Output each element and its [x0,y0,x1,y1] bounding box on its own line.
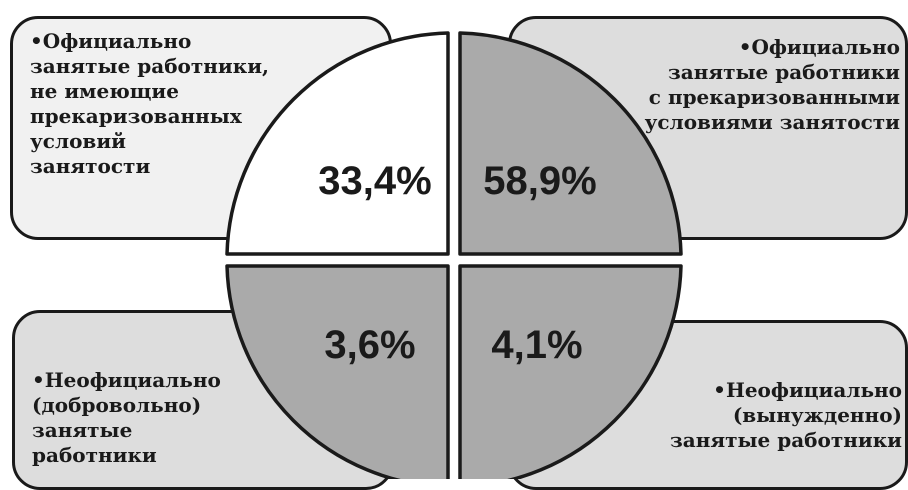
label-line: прекаризованных [30,104,242,128]
label-informal-forced: •Неофициально (вынужденно) занятые работ… [670,378,902,453]
label-informal-voluntary: •Неофициально (добровольно) занятые рабо… [32,368,221,468]
quadrant-bottom-right [458,264,683,479]
label-line: занятые работники [667,60,900,84]
label-line: занятые работники [669,428,902,452]
label-line: работники [32,443,157,467]
percent-label-bottom-right: 4,1% [491,323,582,367]
label-line: условий [30,129,126,153]
quadrant-top-right [458,31,683,256]
percent-label-bottom-left: 3,6% [324,323,415,367]
percent-label-top-left: 33,4% [318,159,431,203]
label-line: занятые работники, [30,54,269,78]
label-line: •Официально [738,35,900,59]
label-line: (вынужденно) [732,403,902,427]
label-line: •Официально [30,29,192,53]
percent-label-top-right: 58,9% [483,159,596,203]
quartered-circle-diagram: 33,4% 58,9% 3,6% 4,1% [225,31,683,479]
quadrant-bottom-left [225,264,450,479]
label-line: •Неофициально [713,378,902,402]
label-line: занятости [30,154,151,178]
label-officially-employed-non-precarious: •Официально занятые работники, не имеющи… [30,29,269,179]
label-line: не имеющие [30,79,179,103]
label-line: с прекаризованными [648,85,900,109]
label-line: условиями занятости [644,110,900,134]
label-line: •Неофициально [32,368,221,392]
label-line: (добровольно) [32,393,202,417]
label-officially-employed-precarious: •Официально занятые работники с прекариз… [645,35,900,135]
label-line: занятые [32,418,133,442]
quadrant-top-left [225,31,450,256]
